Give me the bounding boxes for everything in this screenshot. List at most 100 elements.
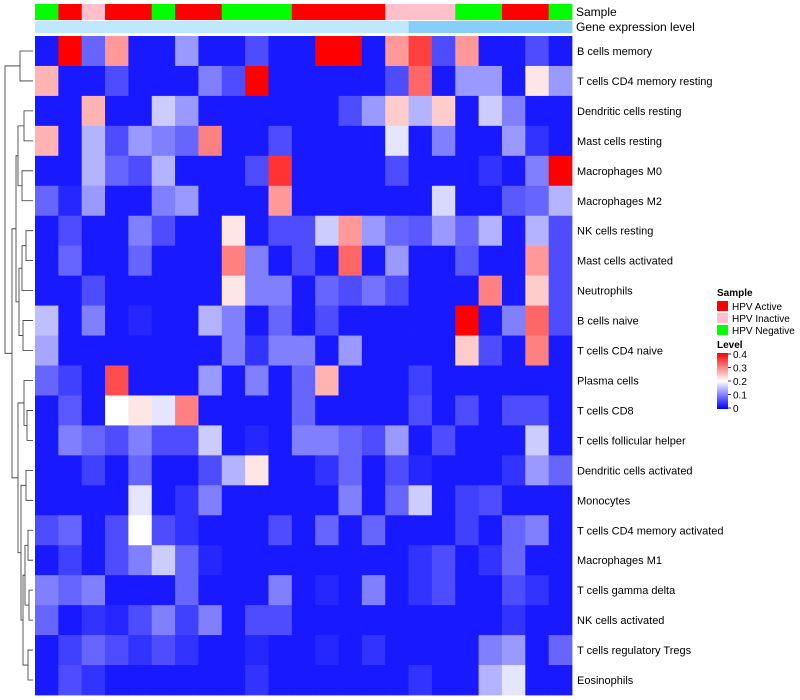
sample-legend-swatch bbox=[717, 325, 728, 335]
row-label: Macrophages M2 bbox=[577, 196, 662, 208]
heatmap-cell bbox=[128, 275, 153, 306]
heatmap-cell bbox=[455, 425, 480, 456]
heatmap-cell bbox=[58, 335, 83, 366]
heatmap-cell bbox=[221, 635, 246, 666]
heatmap-cell bbox=[105, 215, 129, 247]
heatmap-cell bbox=[431, 305, 456, 336]
heatmap-cell bbox=[431, 335, 456, 366]
heatmap-cell bbox=[291, 605, 316, 636]
heatmap-cell bbox=[315, 395, 339, 426]
heatmap-cell bbox=[151, 485, 176, 516]
heatmap-cell bbox=[151, 605, 176, 636]
sample-track-cell bbox=[525, 4, 550, 20]
heatmap-cell bbox=[525, 155, 550, 187]
heatmap-cell bbox=[175, 65, 199, 97]
heatmap-cell bbox=[128, 365, 153, 396]
heatmap-cell bbox=[525, 335, 550, 366]
heatmap-cell bbox=[128, 335, 153, 366]
row-label: NK cells activated bbox=[577, 615, 664, 627]
heatmap-cell bbox=[105, 395, 129, 426]
heatmap-cell bbox=[58, 95, 83, 127]
heatmap-cell bbox=[35, 575, 59, 606]
heatmap-cell bbox=[361, 125, 386, 157]
heatmap-cell bbox=[128, 545, 153, 576]
dendrogram-branch bbox=[23, 380, 33, 426]
heatmap-cell bbox=[455, 155, 480, 187]
gene-expression-track-cell bbox=[105, 21, 129, 33]
heatmap-cell bbox=[35, 605, 59, 636]
heatmap-cell bbox=[408, 545, 433, 576]
heatmap-cell bbox=[455, 95, 480, 127]
heatmap-cell bbox=[291, 245, 316, 277]
heatmap-cell bbox=[408, 245, 433, 277]
heatmap-cell bbox=[548, 455, 573, 486]
heatmap-cell bbox=[408, 155, 433, 187]
heatmap-cell bbox=[198, 515, 223, 546]
heatmap-cell bbox=[151, 365, 176, 396]
heatmap-cell bbox=[548, 515, 573, 546]
heatmap-cell bbox=[58, 215, 83, 247]
heatmap-cell bbox=[548, 155, 573, 187]
gene-expression-track-cell bbox=[431, 21, 456, 33]
heatmap-cell bbox=[175, 305, 199, 336]
heatmap-cell bbox=[338, 515, 363, 546]
heatmap-cell bbox=[338, 155, 363, 187]
heatmap-cell bbox=[35, 155, 59, 187]
heatmap-cell bbox=[105, 155, 129, 187]
heatmap-cell bbox=[338, 65, 363, 97]
level-tick-label: 0 bbox=[733, 404, 739, 415]
heatmap-cell bbox=[548, 485, 573, 516]
heatmap-cell bbox=[455, 185, 480, 217]
heatmap-cell bbox=[408, 395, 433, 426]
heatmap-cell bbox=[315, 605, 339, 636]
row-label: T cells regulatory Tregs bbox=[577, 645, 692, 657]
heatmap-cell bbox=[455, 215, 480, 247]
heatmap-cell bbox=[81, 545, 106, 576]
heatmap-cell bbox=[361, 545, 386, 576]
heatmap-cell bbox=[315, 635, 339, 666]
level-tick-label: 0.3 bbox=[733, 364, 747, 375]
row-label: T cells follicular helper bbox=[577, 435, 686, 447]
heatmap-cell bbox=[315, 575, 339, 606]
heatmap-cell bbox=[268, 635, 293, 666]
heatmap-cell bbox=[151, 335, 176, 366]
sample-track-cell bbox=[338, 4, 363, 20]
heatmap-cell bbox=[81, 95, 106, 127]
heatmap-cell bbox=[478, 245, 503, 277]
heatmap-cell bbox=[221, 545, 246, 576]
heatmap-cell bbox=[525, 635, 550, 666]
heatmap-cell bbox=[81, 335, 106, 366]
heatmap-cell bbox=[105, 545, 129, 576]
heatmap-cell bbox=[151, 125, 176, 157]
heatmap-cell bbox=[315, 515, 339, 546]
row-label: Dendritic cells activated bbox=[577, 465, 693, 477]
heatmap-cell bbox=[221, 275, 246, 306]
heatmap-cell bbox=[221, 665, 246, 696]
heatmap-cell bbox=[245, 125, 269, 157]
heatmap-cell bbox=[338, 605, 363, 636]
heatmap-cell bbox=[58, 36, 83, 67]
heatmap-cell bbox=[548, 125, 573, 157]
level-tick-label: 0.4 bbox=[733, 350, 747, 361]
heatmap-cell bbox=[501, 545, 526, 576]
heatmap-cell bbox=[501, 605, 526, 636]
sample-track-cell bbox=[501, 4, 526, 20]
sample-track-cell bbox=[361, 4, 386, 20]
heatmap-cell bbox=[501, 575, 526, 606]
heatmap-cell bbox=[501, 275, 526, 306]
heatmap-cell bbox=[291, 395, 316, 426]
heatmap-cell bbox=[198, 245, 223, 277]
heatmap-cell bbox=[291, 485, 316, 516]
row-label: B cells memory bbox=[577, 46, 653, 58]
heatmap-cell bbox=[151, 425, 176, 456]
heatmap-cell bbox=[291, 665, 316, 696]
heatmap-cell bbox=[385, 485, 409, 516]
heatmap-cell bbox=[58, 365, 83, 396]
heatmap-cell bbox=[35, 275, 59, 306]
heatmap-cell bbox=[245, 95, 269, 127]
heatmap-cell bbox=[478, 665, 503, 696]
heatmap-cell bbox=[175, 335, 199, 366]
heatmap-cell bbox=[128, 155, 153, 187]
heatmap-cell bbox=[455, 305, 480, 336]
